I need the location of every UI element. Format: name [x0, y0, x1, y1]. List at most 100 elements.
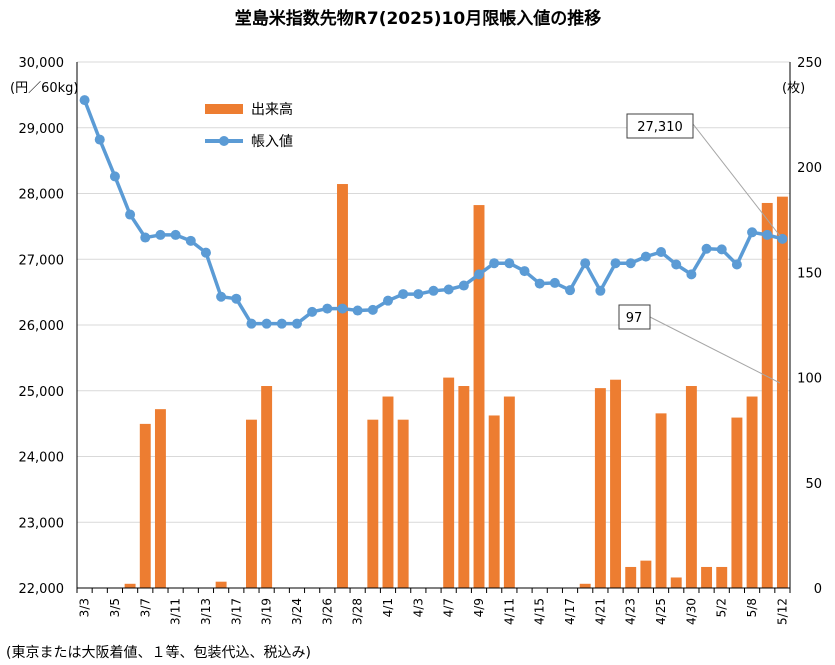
settlement-point	[474, 269, 485, 280]
settlement-point	[261, 318, 272, 329]
gridlines	[77, 61, 790, 589]
chart-title: 堂島米指数先物R7(2025)10月限帳入値の推移	[235, 8, 601, 29]
volume-bar	[139, 423, 151, 588]
settlement-point	[610, 258, 621, 269]
settlement-point	[777, 233, 788, 244]
settlement-point	[686, 269, 697, 280]
x-tick-label: 4/9	[472, 598, 486, 617]
x-tick-label: 3/17	[229, 598, 243, 625]
legend-bar-label: 出来高	[251, 101, 293, 118]
left-tick-label: 24,000	[19, 451, 65, 466]
legend-line-marker	[219, 136, 229, 146]
settlement-point	[458, 280, 469, 291]
right-tick-label: 150	[797, 266, 822, 281]
volume-bar	[397, 419, 409, 588]
x-tick-label: 4/21	[593, 598, 607, 625]
left-tick-label: 28,000	[19, 188, 65, 203]
legend-bar-swatch	[205, 104, 243, 114]
settlement-line	[79, 95, 788, 329]
x-tick-label: 4/15	[533, 598, 547, 625]
volume-bar	[685, 386, 697, 588]
right-tick-label: 0	[814, 582, 822, 597]
x-tick-label: 3/19	[260, 598, 274, 625]
settlement-point	[428, 285, 439, 296]
right-tick-label: 250	[797, 56, 822, 71]
settlement-point	[398, 289, 409, 300]
x-tick-label: 3/26	[320, 598, 334, 625]
x-tick-label: 5/8	[745, 598, 759, 617]
volume-bar	[731, 417, 743, 588]
x-tick-label: 3/7	[138, 598, 152, 617]
settlement-point	[565, 285, 576, 296]
x-tick-label: 4/30	[684, 598, 698, 625]
volume-bar	[776, 196, 788, 588]
settlement-point	[200, 247, 211, 258]
settlement-point	[94, 134, 105, 145]
right-axis-unit: (枚)	[782, 81, 805, 96]
x-tick-label: 4/1	[381, 598, 395, 617]
settlement-point	[246, 318, 257, 329]
settlement-point	[671, 259, 682, 270]
x-tick-label: 4/17	[563, 598, 577, 625]
settlement-point	[367, 304, 378, 315]
legend: 出来高 帳入値	[205, 101, 293, 150]
settlement-point	[731, 259, 742, 270]
volume-bar	[124, 583, 136, 588]
settlement-point	[413, 289, 424, 300]
volume-bar	[337, 184, 348, 589]
x-tick-label: 4/3	[411, 598, 425, 617]
x-tick-label: 3/24	[290, 598, 304, 625]
settlement-point	[519, 266, 530, 277]
volume-bar	[245, 419, 257, 588]
x-tick-label: 4/11	[502, 598, 516, 625]
volume-bar	[488, 415, 500, 588]
volume-bar	[154, 409, 166, 588]
settlement-point	[534, 278, 545, 289]
x-tick-label: 5/2	[715, 598, 729, 617]
callouts: 27,310 97	[618, 113, 781, 384]
right-tick-label: 100	[797, 372, 822, 387]
settlement-point	[625, 258, 636, 269]
left-tick-label: 27,000	[19, 253, 65, 268]
volume-bar	[382, 396, 394, 588]
legend-line-label: 帳入値	[251, 134, 293, 150]
chart-footnote: (東京または大阪着値、１等、包装代込、税込み)	[6, 644, 311, 661]
volume-bar	[458, 386, 470, 588]
left-tick-label: 22,000	[19, 582, 65, 597]
x-tick-label: 3/5	[108, 598, 122, 617]
settlement-point	[701, 243, 712, 254]
settlement-point	[170, 229, 181, 240]
settlement-point	[337, 303, 348, 314]
settlement-point	[276, 318, 287, 329]
settlement-point	[216, 291, 227, 302]
settlement-point	[155, 229, 166, 240]
volume-bar	[716, 566, 728, 588]
settlement-point	[109, 171, 120, 182]
callout-price-label: 27,310	[637, 120, 683, 135]
settlement-point	[656, 247, 667, 258]
left-axis-labels: 22,000 23,000 24,000 25,000 26,000 27,000 28,0…	[19, 56, 65, 597]
settlement-point	[79, 95, 90, 106]
volume-bar	[594, 388, 606, 588]
left-tick-label: 26,000	[19, 319, 65, 334]
x-tick-label: 4/25	[654, 598, 668, 625]
volume-bar	[215, 581, 227, 588]
settlement-point	[716, 244, 727, 255]
settlement-point	[595, 285, 606, 296]
settlement-point	[747, 227, 758, 238]
settlement-point	[185, 235, 196, 246]
left-tick-label: 23,000	[19, 516, 65, 531]
settlement-point	[307, 306, 318, 317]
x-tick-label: 5/12	[775, 598, 789, 625]
settlement-point	[549, 277, 560, 288]
settlement-point	[352, 305, 363, 316]
volume-bar	[655, 413, 667, 588]
callout-box-price	[626, 113, 694, 139]
settlement-point	[291, 318, 302, 329]
settlement-point	[762, 229, 773, 240]
settlement-point	[322, 303, 333, 314]
volume-bar	[670, 577, 682, 588]
volume-bar	[503, 396, 515, 588]
volume-bar	[640, 560, 652, 588]
